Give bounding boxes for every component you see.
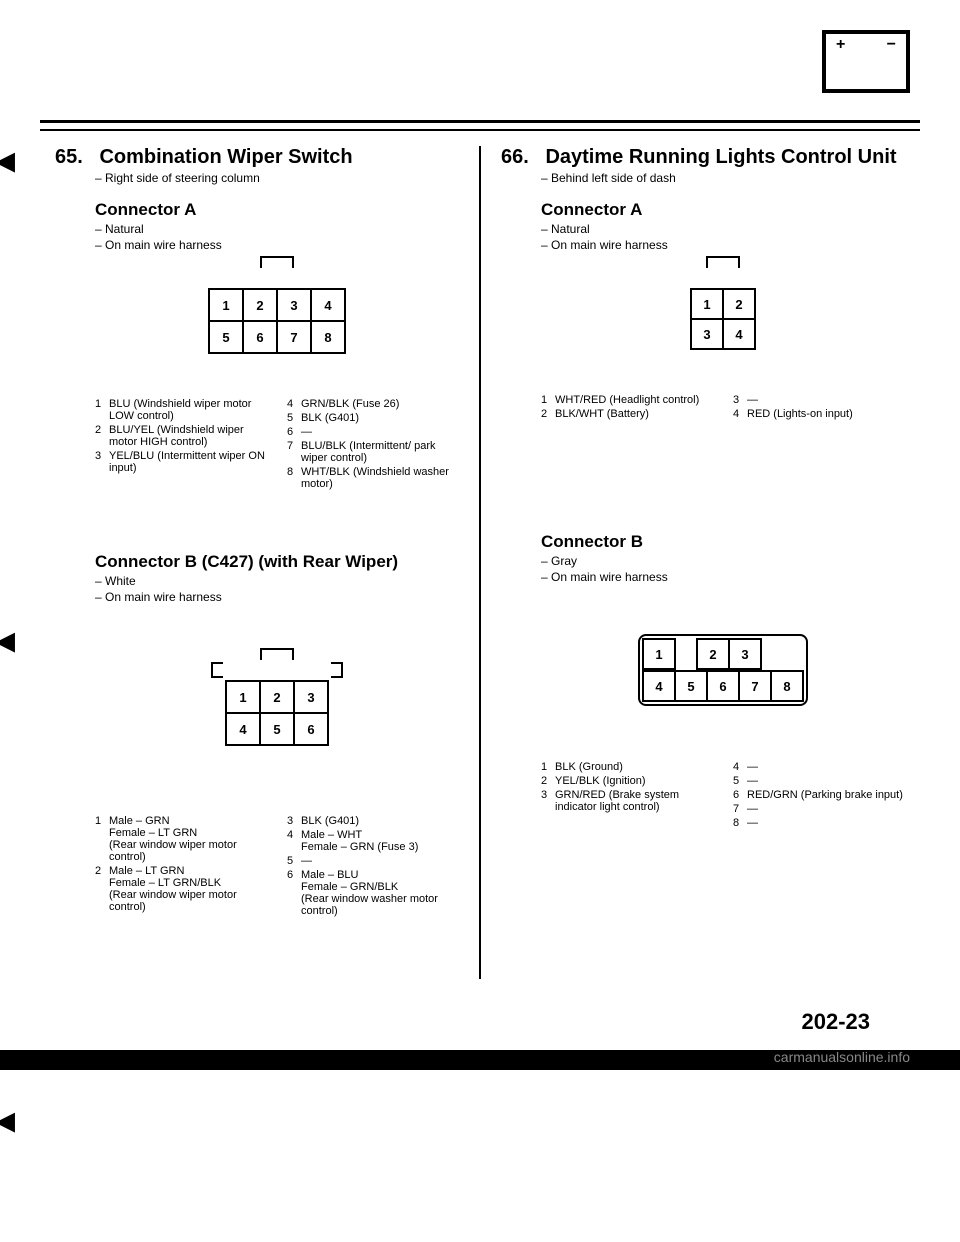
conn-b-note-2: – On main wire harness [541,570,905,584]
page-number: 202-23 [40,1009,920,1035]
conn-b-pins: 1BLK (Ground) 2YEL/BLK (Ignition) 3GRN/R… [541,761,905,831]
arrow-marker-1: ◂ [0,140,15,180]
connector-b-heading: Connector B (C427) (with Rear Wiper) [95,552,459,572]
section-65: 65. Combination Wiper Switch – Right sid… [55,146,459,492]
connector-b-diagram: 123 45678 [541,634,905,711]
content-columns: ◂ 65. Combination Wiper Switch – Right s… [40,146,920,979]
header-icon [822,30,910,93]
connector-a-heading: Connector A [95,200,459,220]
page: ◂ 65. Combination Wiper Switch – Right s… [0,0,960,1045]
item-title: Combination Wiper Switch [99,146,352,169]
section-66-connB: Connector B – Gray – On main wire harnes… [501,532,905,831]
watermark: carmanualsonline.info [774,1049,910,1065]
center-divider [479,146,481,979]
item-number: 65. [55,146,95,169]
conn-a-note-2: – On main wire harness [541,238,905,252]
location-note: – Right side of steering column [95,171,459,185]
arrow-marker-3: ◂ [0,1100,15,1140]
conn-a-note-1: – Natural [541,222,905,236]
location-note: – Behind left side of dash [541,171,905,185]
section-66: 66. Daytime Running Lights Control Unit … [501,146,905,422]
conn-a-pins: 1WHT/RED (Headlight control) 2BLK/WHT (B… [541,394,905,422]
rule-top-thick [40,120,920,123]
conn-b-pins: 1Male – GRN Female – LT GRN (Rear window… [95,815,459,919]
conn-b-note-1: – Gray [541,554,905,568]
arrow-marker-2: ◂ [0,620,15,660]
conn-b-note-2: – On main wire harness [95,590,459,604]
right-column: 66. Daytime Running Lights Control Unit … [486,146,920,979]
conn-b-note-1: – White [95,574,459,588]
left-column: ◂ 65. Combination Wiper Switch – Right s… [40,146,474,979]
conn-a-pins: 1BLU (Windshield wiper motor LOW control… [95,398,459,492]
rule-top-thin [40,129,920,131]
conn-a-note-1: – Natural [95,222,459,236]
connector-b-diagram: 123 456 [95,644,459,775]
connector-a-diagram: 1234 5678 [95,252,459,383]
item-number: 66. [501,146,541,169]
connector-a-heading: Connector A [541,200,905,220]
connector-a-diagram: 12 34 [541,252,905,379]
connector-b-heading: Connector B [541,532,905,552]
section-65-connB: Connector B (C427) (with Rear Wiper) – W… [55,552,459,919]
conn-a-note-2: – On main wire harness [95,238,459,252]
item-title: Daytime Running Lights Control Unit [545,146,896,169]
